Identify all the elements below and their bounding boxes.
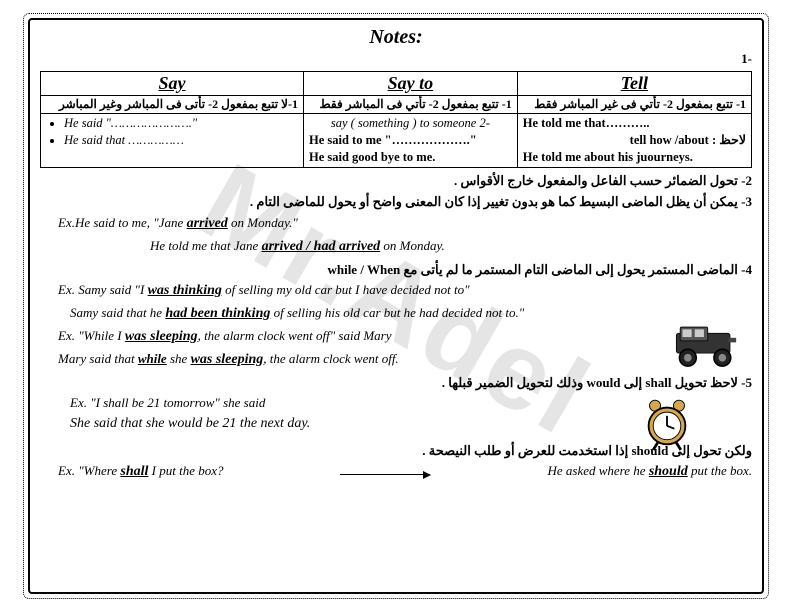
ex3a-post: , the alarm clock went off" said Mary — [198, 328, 392, 343]
ex2a-verb: was thinking — [148, 283, 222, 298]
note-3: 3- يمكن أن يظل الماضى البسيط كما هو بدون… — [40, 193, 752, 211]
ex1a-pre: Ex.He said to me, "Jane — [58, 215, 187, 230]
th-sayto: Say to — [304, 72, 518, 96]
ex3b-mid2: she — [167, 351, 191, 366]
ex1a: Ex.He said to me, "Jane arrived on Monda… — [40, 214, 752, 234]
ex2b-post: of selling his old car but he had decide… — [270, 305, 524, 320]
sayto-ex1: -2 say ( something ) to someone — [309, 115, 512, 132]
tell-ex2: لاحظ : tell how /about — [523, 132, 746, 149]
ex3b-pre: Mary said that — [58, 351, 138, 366]
ex3a-verb: was sleeping — [125, 329, 198, 344]
note-2: 2- تحول الضمائر حسب الفاعل والمفعول خارج… — [40, 172, 752, 190]
say-ex2: He said that …………… — [64, 132, 298, 149]
cell-tell-ex: He told me that……….. لاحظ : tell how /ab… — [517, 114, 751, 168]
note-6: ولكن تحول إلى should إذا استخدمت للعرض أ… — [40, 442, 752, 460]
note-5: 5- لاحظ تحويل shall إلى would وذلك لتحوي… — [40, 374, 752, 392]
cell-sayto-ar: 1- تتبع بمفعول 2- تأتي فى المباشر فقط — [304, 96, 518, 114]
ex2a-pre: Ex. Samy said "I — [58, 282, 148, 297]
th-say: Say — [41, 72, 304, 96]
ex5b-post: put the box. — [688, 463, 752, 478]
cell-say-ar: 1-لا تتبع بمفعول 2- تأتى فى المباشر وغير… — [41, 96, 304, 114]
ex1a-verb: arrived — [187, 216, 228, 231]
sayto-ex2: He said to me "………………." — [309, 132, 512, 149]
ex3b-mid: while — [138, 351, 167, 366]
arrow-icon — [340, 474, 430, 475]
cell-tell-ar: 1- تتبع بمفعول 2- تأتي فى غير المباشر فق… — [517, 96, 751, 114]
say-ex1: He said "…………………." — [64, 115, 298, 132]
ex5a: Ex. "Where shall I put the box? — [58, 462, 223, 482]
sayto-ex3: He said good bye to me. — [309, 149, 512, 166]
ex3a-pre: Ex. "While I — [58, 328, 125, 343]
ex2b-pre: Samy said that he — [70, 305, 165, 320]
ex5a-post: I put the box? — [148, 463, 223, 478]
ex2a-post: of selling my old car but I have decided… — [222, 282, 470, 297]
ex2b-verb: had been thinking — [165, 306, 270, 321]
tell-ex3: He told me about his juourneys. — [523, 149, 746, 166]
ex3b-post: , the alarm clock went off. — [263, 351, 398, 366]
note-4: 4- الماضى المستمر يحول إلى الماضى التام … — [40, 261, 752, 279]
ex5b-verb: should — [649, 464, 688, 479]
ex2a: Ex. Samy said "I was thinking of selling… — [40, 281, 752, 301]
page-frame: Mr.Adel Notes: -1 Say Say to Tell 1-لا ت… — [28, 18, 764, 594]
ex4b: She said that she would be 21 the next d… — [40, 415, 752, 434]
ex5-row: Ex. "Where shall I put the box? He asked… — [40, 462, 752, 482]
content-body: 2- تحول الضمائر حسب الفاعل والمفعول خارج… — [40, 172, 752, 482]
ex2b: Samy said that he had been thinking of s… — [40, 304, 752, 324]
tell-ex1: He told me that……….. — [523, 115, 746, 132]
ex1b: He told me that Jane arrived / had arriv… — [40, 237, 752, 257]
ex5a-verb: shall — [120, 464, 148, 479]
cell-sayto-ex: -2 say ( something ) to someone He said … — [304, 114, 518, 168]
ex4a: Ex. "I shall be 21 tomorrow" she said — [40, 394, 752, 412]
th-tell: Tell — [517, 72, 751, 96]
ex3b-verb: was sleeping — [191, 352, 264, 367]
ex3b: Mary said that while she was sleeping, t… — [40, 350, 752, 370]
ex5b: He asked where he should put the box. — [547, 462, 752, 482]
ex5a-pre: Ex. "Where — [58, 463, 120, 478]
verbs-table: Say Say to Tell 1-لا تتبع بمفعول 2- تأتى… — [40, 71, 752, 168]
ex3a: Ex. "While I was sleeping, the alarm clo… — [40, 327, 752, 347]
page-title: Notes: — [40, 26, 752, 49]
ex1b-pre: He told me that Jane — [150, 238, 262, 253]
cell-say-ex: He said "…………………." He said that …………… — [41, 114, 304, 168]
ex5b-pre: He asked where he — [547, 463, 648, 478]
section-number: -1 — [40, 51, 752, 67]
ex1a-post: on Monday." — [228, 215, 298, 230]
ex1b-post: on Monday. — [380, 238, 445, 253]
ex1b-verb: arrived / had arrived — [262, 239, 381, 254]
